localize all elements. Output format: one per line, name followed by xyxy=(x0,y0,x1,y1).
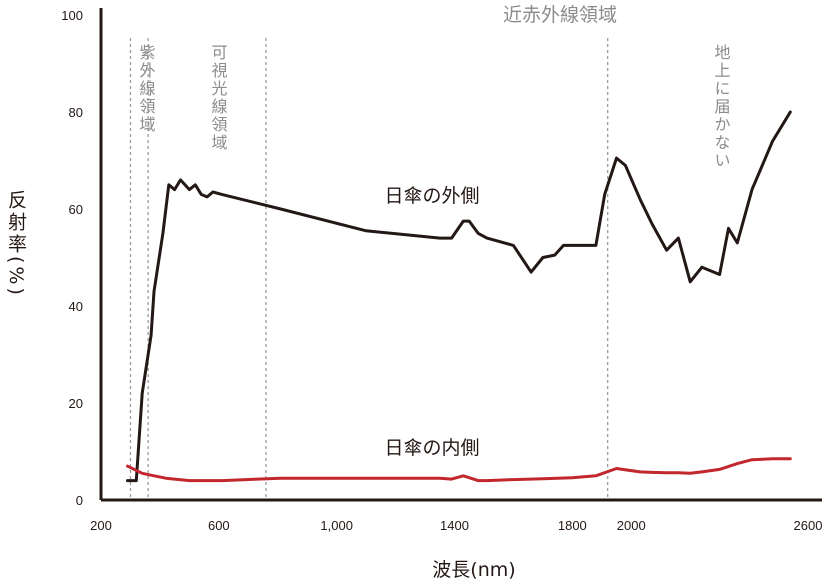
y-tick-label: 100 xyxy=(61,8,83,23)
x-tick-label: 2600 xyxy=(794,518,823,533)
x-tick-label: 200 xyxy=(90,518,112,533)
y-tick-label: 60 xyxy=(69,202,83,217)
y-axis-title: 反射率(%) xyxy=(5,190,27,298)
region-dividers xyxy=(129,38,609,498)
x-tick-label: 1400 xyxy=(440,518,469,533)
x-tick-label: 600 xyxy=(208,518,230,533)
x-tick-label: 2000 xyxy=(617,518,646,533)
x-tick-labels: 200 600 1,000 1400 1800 2000 2600 xyxy=(90,518,822,533)
x-tick-label: 1800 xyxy=(558,518,587,533)
y-tick-label: 0 xyxy=(76,493,83,508)
x-axis-title: 波長(nm) xyxy=(432,559,515,581)
region-label-uv: 紫外線領域 xyxy=(137,44,156,134)
y-tick-label: 40 xyxy=(69,299,83,314)
series-label-outer: 日傘の外側 xyxy=(384,185,479,207)
region-label-unreachable: 地上に届かない xyxy=(712,44,731,170)
y-tick-label: 80 xyxy=(69,105,83,120)
series-line-outer xyxy=(126,110,792,483)
y-tick-label: 20 xyxy=(69,396,83,411)
region-label-visible: 可視光線領域 xyxy=(209,44,228,152)
series-line-inner xyxy=(126,457,792,483)
x-tick-label: 1,000 xyxy=(320,518,353,533)
series-layer xyxy=(126,110,792,483)
y-tick-labels: 0 20 40 60 80 100 xyxy=(61,8,83,508)
series-label-inner: 日傘の内側 xyxy=(384,437,479,459)
region-label-nir: 近赤外線領域 xyxy=(503,4,617,26)
